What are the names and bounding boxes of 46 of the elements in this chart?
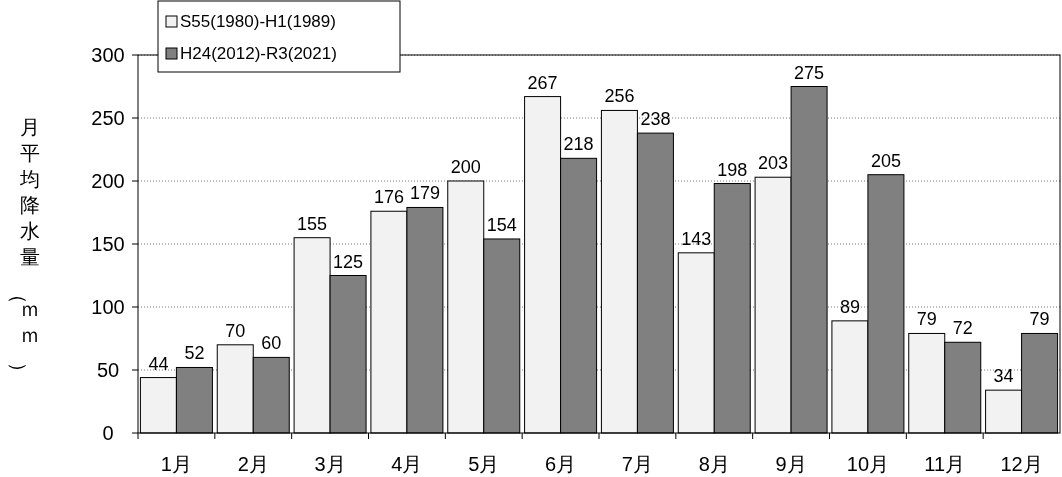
y-tick-label: 250	[91, 107, 125, 129]
x-tick-label: 10月	[846, 453, 890, 475]
x-tick-label: 6月	[545, 453, 577, 475]
data-label: 79	[916, 309, 937, 330]
data-label: 44	[148, 353, 169, 374]
y-tick-label: 200	[91, 170, 125, 192]
data-label: 125	[333, 251, 364, 272]
data-label: 60	[261, 333, 282, 354]
data-label: 238	[640, 109, 671, 130]
data-label: 89	[839, 296, 860, 317]
y-tick-label: 300	[91, 44, 125, 66]
data-label: 70	[225, 320, 246, 341]
data-label: 203	[758, 153, 789, 174]
data-label: 267	[527, 72, 558, 93]
x-tick-label: 12月	[1000, 453, 1043, 475]
x-tick-label: 2月	[237, 453, 269, 475]
data-label: 256	[604, 86, 635, 107]
x-tick-label: 5月	[468, 453, 500, 475]
x-tick-label: 9月	[775, 453, 807, 475]
data-label: 155	[297, 213, 328, 234]
data-label: 34	[993, 366, 1014, 387]
data-label: 205	[870, 150, 901, 171]
y-tick-label: 50	[96, 359, 120, 381]
data-label: 143	[681, 228, 712, 249]
x-tick-label: 3月	[314, 453, 346, 475]
data-label: 79	[1029, 309, 1050, 330]
y-tick-label: 0	[102, 422, 114, 444]
data-label: 52	[184, 343, 205, 364]
legend-label: H24(2012)-R3(2021)	[180, 44, 337, 63]
data-label: 179	[409, 183, 440, 204]
x-tick-label: 11月	[924, 453, 966, 475]
x-tick-label: 1月	[160, 453, 192, 475]
x-tick-label: 7月	[621, 453, 653, 475]
data-label: 275	[794, 62, 825, 83]
x-tick-label: 4月	[391, 453, 423, 475]
legend-label: S55(1980)-H1(1989)	[180, 12, 336, 31]
data-label: 72	[952, 318, 973, 339]
text: 月平均降水量（ｍｍ）	[8, 116, 40, 382]
data-label: 198	[717, 159, 748, 180]
y-tick-label: 100	[91, 296, 125, 318]
data-label: 176	[373, 187, 404, 208]
data-label: 200	[450, 157, 481, 177]
x-tick-label: 8月	[698, 453, 730, 475]
data-label: 154	[486, 214, 517, 235]
y-tick-label: 150	[91, 233, 125, 255]
data-label: 218	[563, 134, 594, 155]
